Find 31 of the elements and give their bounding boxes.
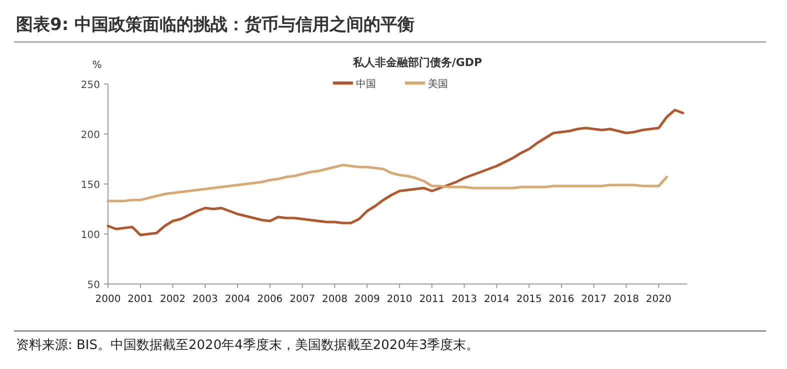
x-tick-label: 2009 xyxy=(354,294,380,305)
x-tick-label: 2018 xyxy=(614,294,639,305)
legend-label: 美国 xyxy=(428,78,448,90)
chart-subtitle: 私人非金融部门债务/GDP xyxy=(352,56,482,69)
x-tick-label: 2015 xyxy=(516,294,542,305)
x-tick-label: 2001 xyxy=(128,294,154,305)
x-tick-label: 2017 xyxy=(581,294,607,305)
x-tick-label: 2014 xyxy=(484,294,510,305)
x-tick-label: 2007 xyxy=(290,294,316,305)
line-series xyxy=(106,108,684,236)
x-tick-label: 2003 xyxy=(192,294,218,305)
line-series xyxy=(106,164,668,202)
y-tick-label: 150 xyxy=(80,180,100,191)
x-tick-label: 2004 xyxy=(224,294,250,305)
text: 资料来源: BIS。中国数据截至2020年4季度末，美国数据截至2020年3季度末。 xyxy=(16,337,480,353)
x-tick-label: 2010 xyxy=(386,294,412,305)
x-tick-label: 2008 xyxy=(322,294,348,305)
legend-label: 中国 xyxy=(356,78,376,90)
x-tick-label: 2020 xyxy=(646,294,672,305)
y-tick-label: 200 xyxy=(80,130,100,141)
x-tick-label: 2002 xyxy=(160,294,186,305)
x-tick-label: 2006 xyxy=(257,294,283,305)
y-tick-label: 250 xyxy=(80,80,100,91)
y-tick-label: 100 xyxy=(80,230,100,241)
x-tick-label: 2016 xyxy=(548,294,574,305)
x-tick-label: 2000 xyxy=(95,294,121,305)
x-tick-label: 2011 xyxy=(419,294,445,305)
chart-title: 图表9: 中国政策面临的挑战：货币与信用之间的平衡 xyxy=(16,15,415,35)
y-tick-label: 50 xyxy=(87,280,100,291)
y-axis-title: % xyxy=(92,60,102,71)
x-tick-label: 2013 xyxy=(452,294,478,305)
